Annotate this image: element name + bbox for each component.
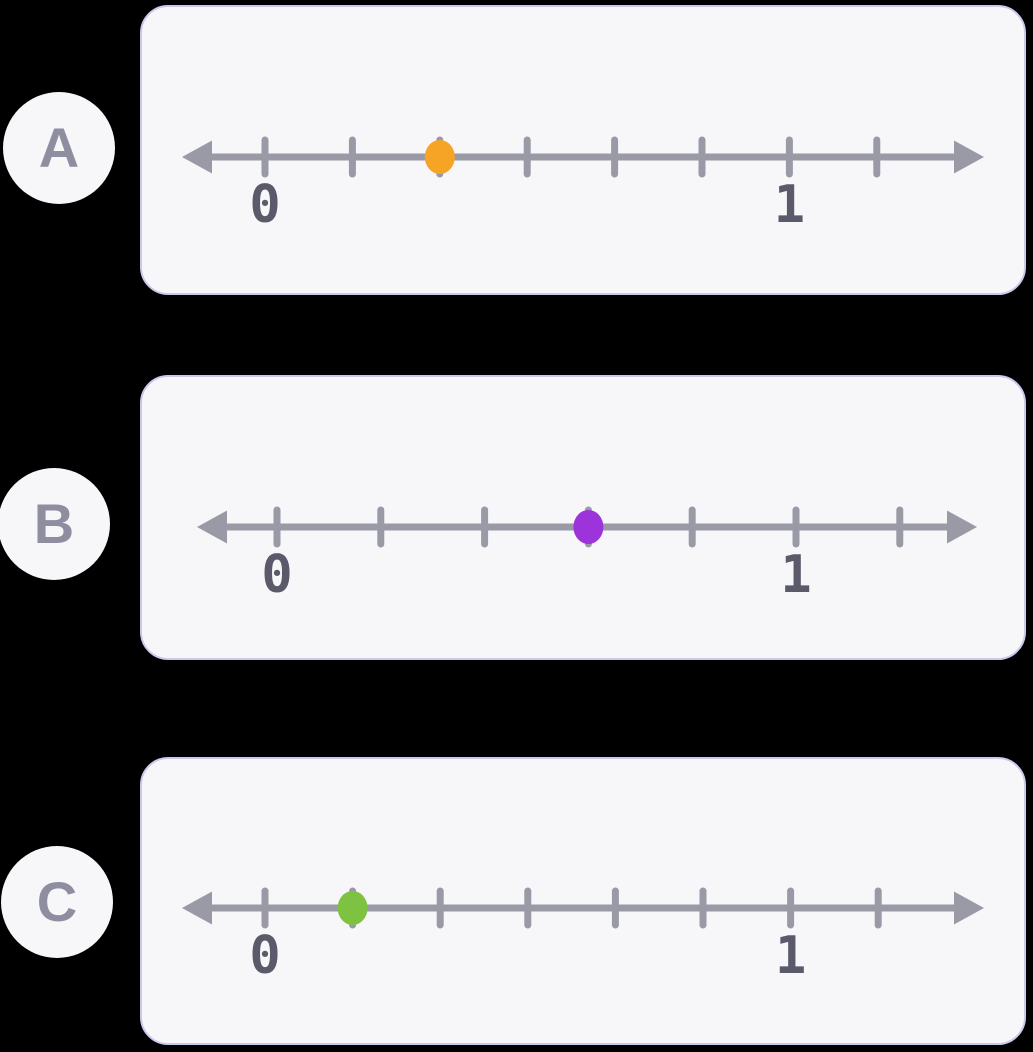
- left-arrow-icon: [197, 510, 227, 544]
- zero-label: 0: [249, 175, 280, 235]
- point-dot: [424, 140, 455, 174]
- option-badge-a: A: [3, 92, 115, 204]
- point-dot: [337, 891, 368, 925]
- one-label: 1: [774, 175, 805, 235]
- one-label: 1: [775, 926, 806, 986]
- option-badge-b: B: [0, 468, 110, 580]
- option-badge-c: C: [1, 846, 113, 958]
- option-label-b: B: [33, 492, 75, 555]
- one-label: 1: [780, 545, 811, 605]
- zero-label: 0: [261, 545, 292, 605]
- left-arrow-icon: [182, 140, 212, 174]
- left-arrow-icon: [182, 891, 212, 925]
- point-dot: [573, 510, 604, 544]
- zero-label: 0: [249, 926, 280, 986]
- right-arrow-icon: [947, 510, 977, 544]
- option-label-a: A: [38, 116, 80, 179]
- option-label-c: C: [36, 870, 78, 933]
- right-arrow-icon: [954, 140, 984, 174]
- right-arrow-icon: [954, 891, 984, 925]
